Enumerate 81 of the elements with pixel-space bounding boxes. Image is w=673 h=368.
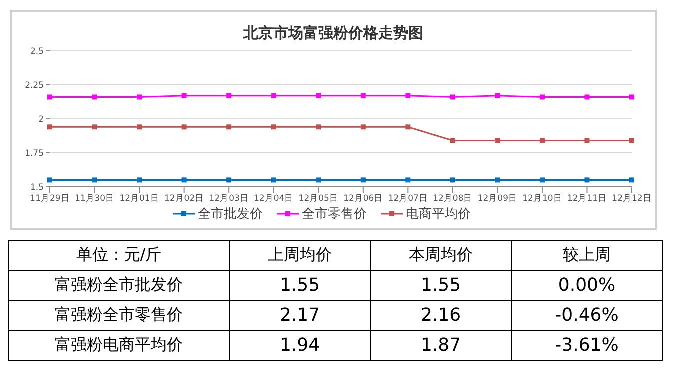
point [316, 93, 322, 98]
category-label: 上周均价 [230, 240, 370, 270]
point [450, 138, 456, 144]
x-tick-label: 12月10日 [522, 194, 562, 204]
point [226, 124, 232, 130]
point [271, 124, 276, 130]
point [540, 178, 545, 183]
text: 1.55 [280, 275, 320, 296]
point [630, 138, 634, 144]
point [48, 94, 52, 100]
y-tick-label: 2 [38, 115, 44, 126]
point [137, 124, 142, 130]
point [630, 178, 634, 183]
point [182, 178, 187, 183]
text: 0.00% [558, 275, 616, 296]
x-tick-label: 12月03日 [209, 194, 249, 204]
point [48, 178, 52, 183]
point [630, 94, 634, 100]
point [360, 93, 366, 98]
x-tick-label: 12月04日 [254, 194, 294, 204]
point [360, 124, 366, 130]
x-tick-label: 12月06日 [344, 194, 384, 204]
point [182, 93, 187, 98]
y-tick-label: 2.25 [25, 81, 44, 92]
x-tick-label: 12月07日 [388, 194, 428, 204]
point [406, 178, 411, 183]
x-tick-label: 11月29日 [30, 194, 70, 204]
point [495, 138, 500, 144]
point [92, 178, 98, 183]
text: 单位：元/斤 [8, 240, 230, 270]
text: 1.55 [420, 275, 462, 296]
point [406, 124, 411, 130]
legend-label: 全市批发价 [198, 206, 263, 223]
point [495, 93, 500, 98]
x-tick-label: 12月02日 [164, 194, 204, 204]
y-tick-label: 2.5 [30, 47, 44, 58]
point [540, 94, 545, 100]
y-tick-label: 1.75 [25, 149, 44, 160]
point [271, 93, 276, 98]
x-tick-label: 11月30日 [74, 194, 115, 204]
chart-title: 北京市场富强粉价格走势图 [242, 24, 424, 43]
x-tick-label: 12月08日 [433, 194, 473, 204]
point [271, 178, 276, 183]
x-tick-label: 12月05日 [298, 194, 338, 204]
y-tick-label: 1.5 [30, 183, 44, 194]
legend-label: 全市零售价 [302, 206, 367, 223]
category-label: 富强粉电商平均价 [55, 335, 183, 354]
point [226, 178, 232, 183]
text: 2.17 [280, 305, 320, 326]
text: 2.16 [420, 305, 462, 326]
legend-label: 电商平均价 [406, 206, 471, 223]
point [182, 124, 187, 130]
text: 1.94 [280, 335, 320, 356]
x-tick-label: 12月09日 [478, 194, 518, 204]
point [316, 124, 322, 130]
x-tick-label: 12月12日 [612, 194, 652, 204]
x-tick-label: 12月01日 [120, 194, 160, 204]
point [450, 94, 456, 100]
point [48, 124, 52, 130]
point [450, 178, 456, 183]
text: -3.61% [555, 335, 619, 356]
point [316, 178, 322, 183]
category-label: 本周均价 [370, 240, 512, 270]
point [92, 124, 98, 130]
point [495, 178, 500, 183]
point [406, 93, 411, 98]
point [360, 178, 366, 183]
text: 1.87 [420, 335, 462, 356]
text: -0.46% [555, 305, 619, 326]
point [137, 178, 142, 183]
category-label: 富强粉全市零售价 [55, 305, 183, 324]
point [584, 94, 590, 100]
point [92, 94, 98, 100]
point [584, 138, 590, 144]
point [584, 178, 590, 183]
x-tick-label: 12月11日 [567, 194, 608, 204]
point [137, 94, 142, 100]
category-label: 较上周 [512, 240, 662, 270]
point [226, 93, 232, 98]
point [540, 138, 545, 144]
category-label: 富强粉全市批发价 [55, 275, 183, 294]
